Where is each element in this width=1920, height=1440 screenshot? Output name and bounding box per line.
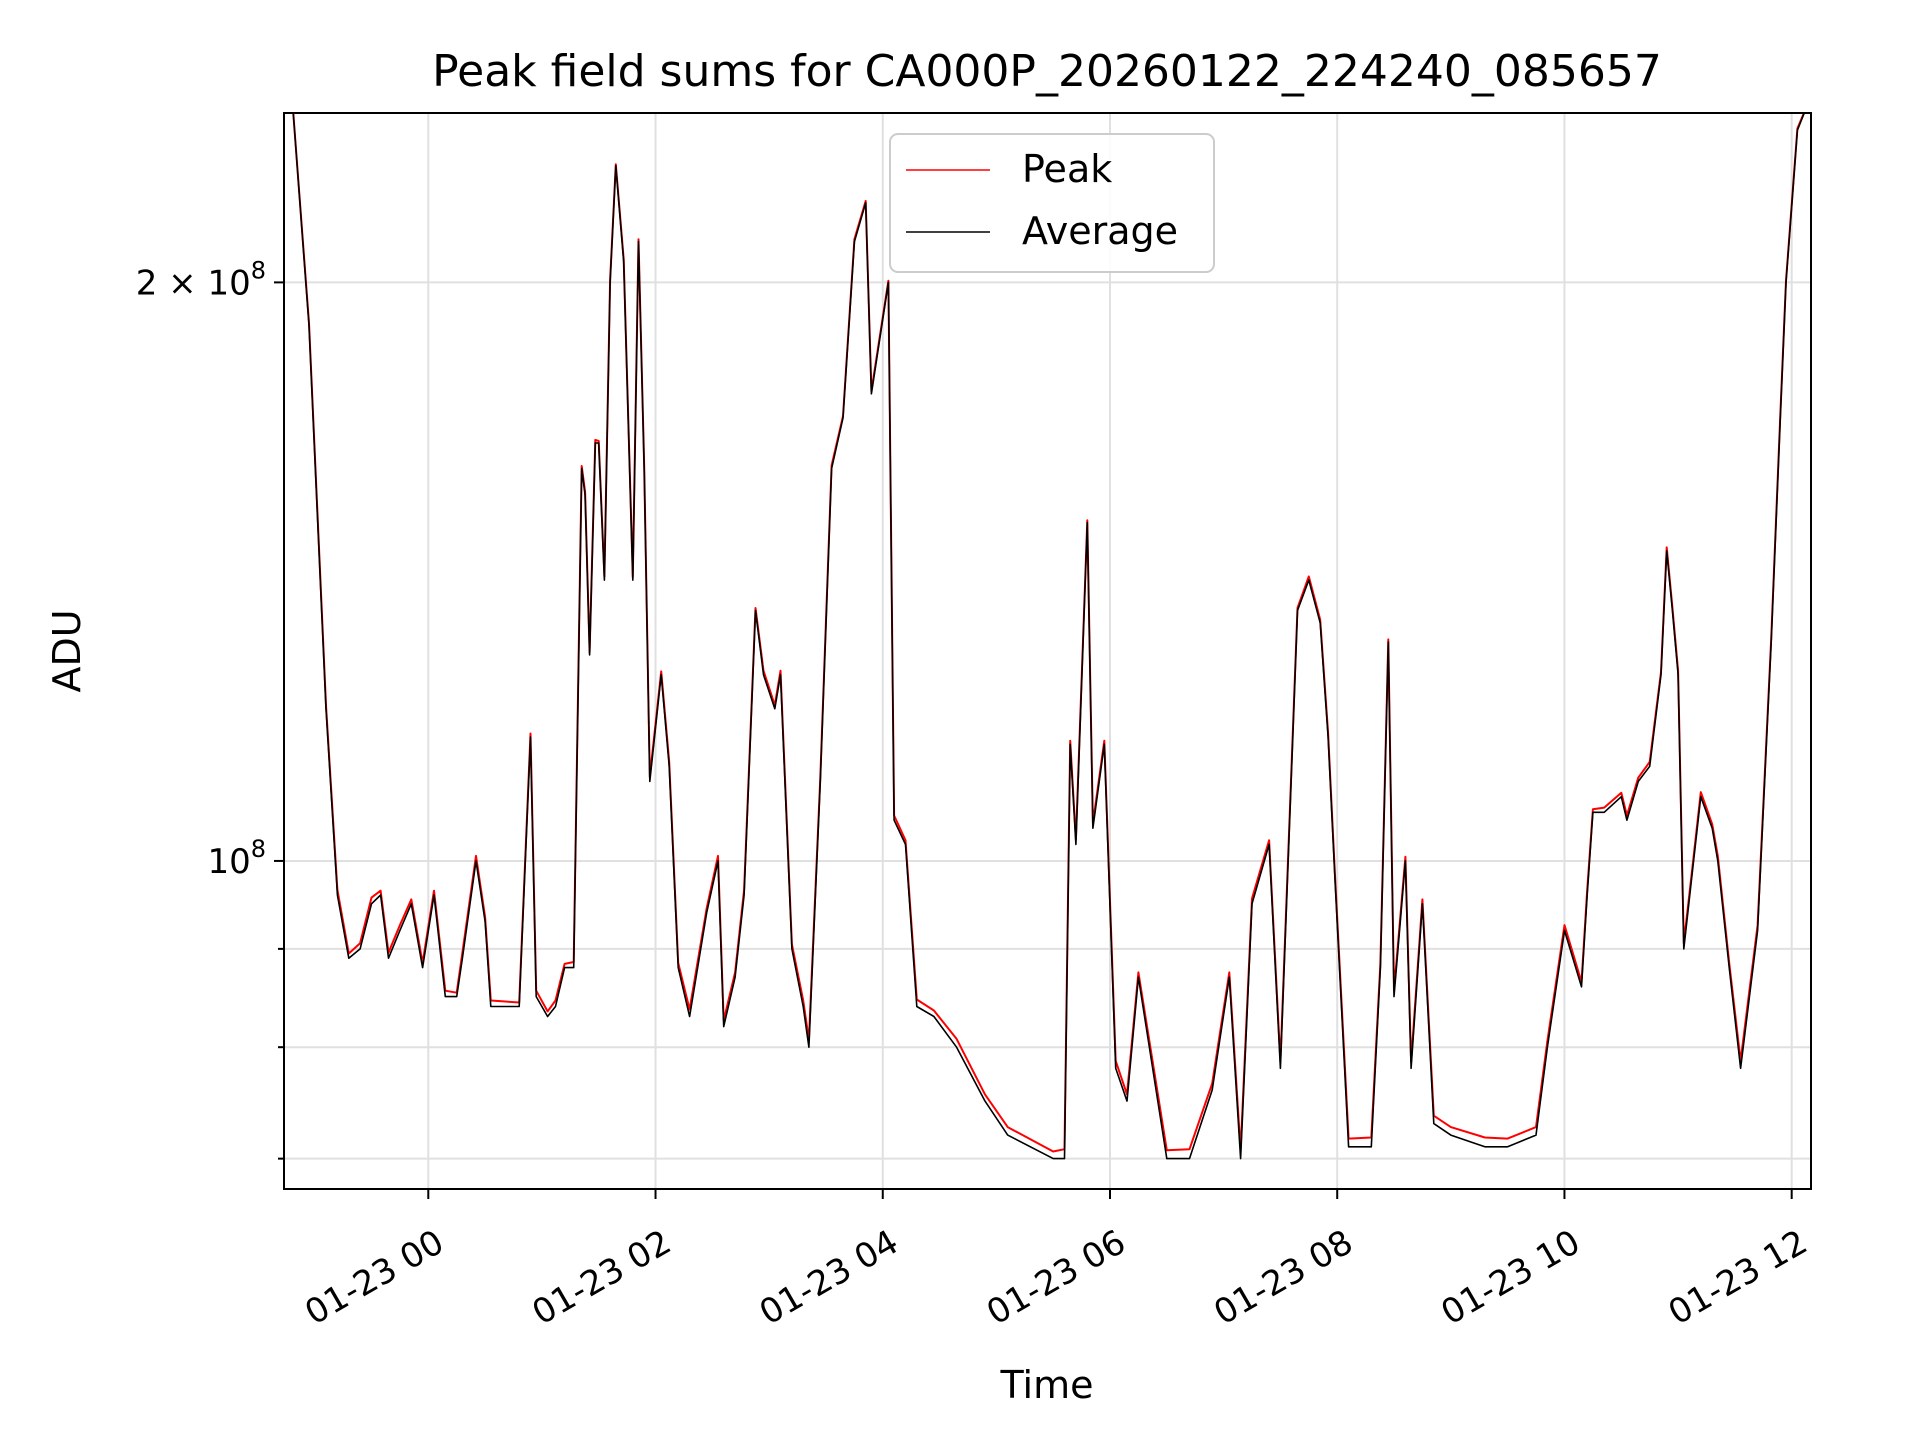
y-tick-label: 108 [207, 835, 266, 882]
x-axis-label: Time [1000, 1363, 1094, 1407]
y-tick-label: 2 × 108 [136, 256, 266, 303]
legend-box [889, 133, 1215, 273]
grid-lines [284, 113, 1811, 1189]
y-axis-label: ADU [45, 609, 89, 692]
legend-label-average: Average [1022, 209, 1178, 253]
series-line-peak [292, 113, 1805, 1153]
series-lines [292, 113, 1806, 1160]
series-line-average [292, 113, 1806, 1160]
chart-title: Peak field sums for CA000P_20260122_2242… [432, 46, 1662, 97]
y-axis-ticks: 108 2 × 108 [136, 256, 284, 1160]
legend: Peak Average [889, 133, 1215, 273]
legend-label-peak: Peak [1022, 147, 1112, 191]
plot-frame [283, 112, 1812, 1190]
